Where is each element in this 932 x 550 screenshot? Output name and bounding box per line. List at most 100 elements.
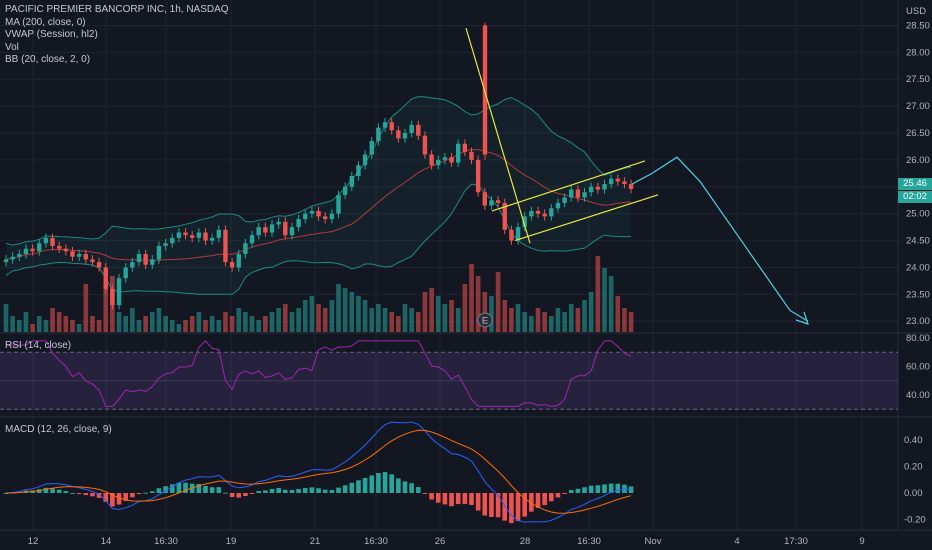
volume-bar [362, 300, 368, 332]
time-tick-label: 19 [226, 536, 237, 547]
volume-bar [243, 312, 248, 332]
macd-histogram-bar [223, 492, 228, 494]
macd-legend[interactable]: MACD (12, 26, close, 9) [5, 424, 112, 435]
price-axis[interactable]: 28.5028.0027.5027.0026.5026.0025.5025.00… [904, 20, 930, 525]
earnings-marker[interactable]: E [477, 312, 493, 328]
ma-legend[interactable]: MA (200, close, 0) [5, 16, 86, 28]
price-tick-label: 25.00 [906, 209, 930, 220]
candle-body [249, 235, 255, 244]
drawn-trendlines[interactable] [465, 27, 809, 325]
candle-body [23, 248, 29, 255]
last-price-tag: 25.46 [898, 178, 932, 190]
volume-bar [435, 296, 441, 332]
price-tick-label: 26.00 [906, 155, 930, 166]
macd-histogram-bar [376, 473, 381, 493]
macd-histogram-bar [442, 493, 448, 505]
candle-body [156, 245, 162, 260]
volume-bar [608, 276, 614, 332]
macd-histogram-bar [588, 485, 594, 493]
macd-histogram-bar [595, 485, 601, 493]
volume-bar [575, 308, 581, 332]
candle-body [489, 200, 494, 206]
macd-histogram-bar [83, 493, 89, 496]
macd-histogram-bar [316, 488, 321, 493]
time-axis[interactable]: 12 14 16:30 19 21 16:30 26 28 16:30 Nov 4 17:30 9 [28, 536, 865, 547]
macd-histogram-bar [336, 487, 341, 493]
macd-histogram-bar [495, 493, 501, 518]
volume-bar [176, 324, 182, 332]
macd-histogram-bar [482, 493, 488, 516]
volume-bar [130, 308, 135, 332]
candle-body [17, 254, 22, 257]
candle-body [442, 157, 448, 160]
candle-body [369, 141, 374, 155]
volume-bar [169, 320, 175, 332]
candle-body [263, 227, 268, 233]
candle-body [549, 208, 554, 217]
volume-bar [302, 300, 308, 332]
bb-legend[interactable]: BB (20, close, 2, 0) [5, 54, 91, 65]
volume-bar [336, 284, 341, 332]
volume-bar [588, 292, 594, 332]
macd-histogram-bar [449, 493, 454, 507]
candle-body [269, 224, 275, 233]
vol-legend[interactable]: Vol [5, 41, 19, 53]
macd-histogram-bar [608, 483, 614, 493]
macd-histogram-bar [575, 488, 581, 493]
candle-body [456, 143, 461, 163]
volume-bar [416, 312, 421, 332]
candle-body [595, 186, 601, 190]
macd-histogram-bar [50, 488, 55, 493]
trendline-flagpole [465, 27, 531, 244]
candle-body [116, 278, 122, 306]
macd-histogram-bar [568, 489, 574, 493]
symbol-title[interactable]: PACIFIC PREMIER BANCORP INC, 1h, NASDAQ [5, 4, 229, 15]
rsi-tick-label: 80.00 [906, 333, 930, 344]
earnings-letter: E [482, 316, 488, 327]
candle-body [150, 259, 155, 265]
time-tick-label: 16:30 [577, 536, 601, 547]
macd-histogram-bar [475, 493, 481, 511]
candle-body [57, 245, 62, 249]
volume-bar [316, 304, 321, 332]
macd-histogram-bar [422, 493, 428, 494]
candle-body [37, 243, 42, 252]
volume-bar [203, 320, 208, 332]
macd-histogram-bar [96, 493, 102, 498]
candle-body [83, 254, 88, 260]
vwap-legend[interactable]: VWAP (Session, hl2) [5, 29, 98, 40]
candle-body [10, 256, 15, 260]
volume-bar [376, 304, 381, 332]
volume-bar [522, 312, 527, 332]
volume-bar [156, 308, 162, 332]
candle-body [628, 184, 634, 189]
volume-bar [469, 264, 474, 332]
projection-path [631, 156, 809, 322]
candle-body [30, 248, 35, 252]
candle-body [276, 221, 281, 225]
volume-bar [83, 284, 89, 332]
macd-histogram-bar [529, 493, 534, 512]
candle-body [196, 232, 202, 238]
macd-histogram-bar [136, 493, 142, 494]
macd-histogram-bar [369, 475, 375, 493]
volume-bar [409, 308, 414, 332]
candle-body [76, 254, 82, 257]
macd-histogram-bar [169, 484, 175, 493]
candle-body [110, 288, 115, 306]
macd-tick-label: 0.40 [904, 435, 923, 446]
macd-histogram-bar [322, 489, 328, 493]
macd-signal-line [5, 429, 632, 514]
time-tick-label: 21 [310, 536, 321, 547]
macd-histogram-bar [203, 485, 208, 493]
candle-body [136, 254, 142, 263]
candle-body [376, 127, 381, 142]
candle-body [349, 176, 354, 187]
rsi-legend[interactable]: RSI (14, close) [5, 340, 72, 351]
candle-body [316, 210, 321, 217]
candle-body [289, 227, 295, 236]
macd-histogram-bar [63, 491, 69, 493]
volume-bar [183, 320, 188, 332]
candle-body [495, 200, 501, 203]
